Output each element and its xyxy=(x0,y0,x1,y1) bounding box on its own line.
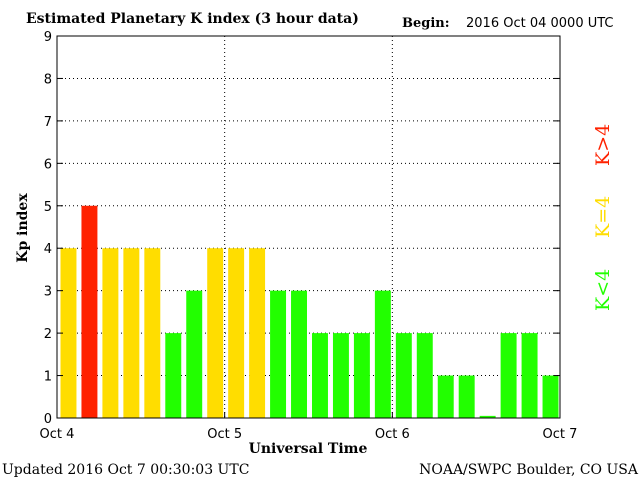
kp-bar-1 xyxy=(81,205,98,418)
kp-bar-19 xyxy=(458,375,475,418)
kp-bar-4 xyxy=(144,248,161,418)
kp-bar-12 xyxy=(312,333,328,418)
x-tick-label-3: Oct 7 xyxy=(543,427,578,442)
y-tick-label-3: 3 xyxy=(44,285,52,300)
kp-bar-15 xyxy=(374,290,391,418)
y-tick-label-8: 8 xyxy=(44,72,52,87)
kp-bar-0 xyxy=(60,248,77,418)
begin-value: 2016 Oct 04 0000 UTC xyxy=(466,16,614,31)
kp-bar-2 xyxy=(102,248,119,418)
kp-bar-21 xyxy=(500,333,517,418)
kp-bar-17 xyxy=(416,333,433,418)
x-tick-label-0: Oct 4 xyxy=(40,427,75,442)
kp-bar-10 xyxy=(270,290,287,418)
kp-bar-9 xyxy=(249,248,266,418)
y-tick-label-6: 6 xyxy=(44,157,52,172)
y-tick-label-9: 9 xyxy=(44,30,52,45)
chart-title: Estimated Planetary K index (3 hour data… xyxy=(26,11,359,27)
y-tick-label-1: 1 xyxy=(44,370,52,385)
y-tick-label-0: 0 xyxy=(44,412,52,427)
legend-above-4: K>4 xyxy=(592,124,614,166)
kp-bar-20 xyxy=(479,415,496,418)
y-tick-label-2: 2 xyxy=(44,327,52,342)
kp-bar-3 xyxy=(123,248,140,418)
begin-label: Begin: xyxy=(402,16,450,31)
y-axis-label: Kp index xyxy=(15,193,31,263)
y-tick-labels: 0 1 2 3 4 5 6 7 8 9 xyxy=(44,30,560,427)
kp-bar-14 xyxy=(353,333,370,418)
x-tick-labels: Oct 4 Oct 5 Oct 6 Oct 7 xyxy=(40,412,578,442)
x-tick-label-2: Oct 6 xyxy=(375,427,410,442)
kp-bar-7 xyxy=(207,248,224,418)
updated-timestamp: Updated 2016 Oct 7 00:30:03 UTC xyxy=(2,462,249,478)
kp-bar-16 xyxy=(395,333,412,418)
kp-bar-23 xyxy=(542,375,559,418)
x-axis-label: Universal Time xyxy=(249,441,368,457)
kp-bar-22 xyxy=(521,333,538,418)
kp-bar-11 xyxy=(291,290,307,418)
plot-frame xyxy=(56,35,561,419)
y-tick-label-7: 7 xyxy=(44,115,52,130)
legend-equal-4: K=4 xyxy=(592,196,614,238)
x-tick-label-1: Oct 5 xyxy=(207,427,242,442)
y-tick-label-4: 4 xyxy=(44,242,52,257)
kp-bar-6 xyxy=(186,290,203,418)
bars-group xyxy=(60,205,559,418)
kp-bar-8 xyxy=(228,248,245,418)
kp-bar-5 xyxy=(165,333,182,418)
kp-bar-18 xyxy=(437,375,454,418)
legend-below-4: K<4 xyxy=(592,269,614,311)
source-credit: NOAA/SWPC Boulder, CO USA xyxy=(419,462,639,478)
y-tick-label-5: 5 xyxy=(44,200,52,215)
kp-bar-13 xyxy=(332,333,349,418)
